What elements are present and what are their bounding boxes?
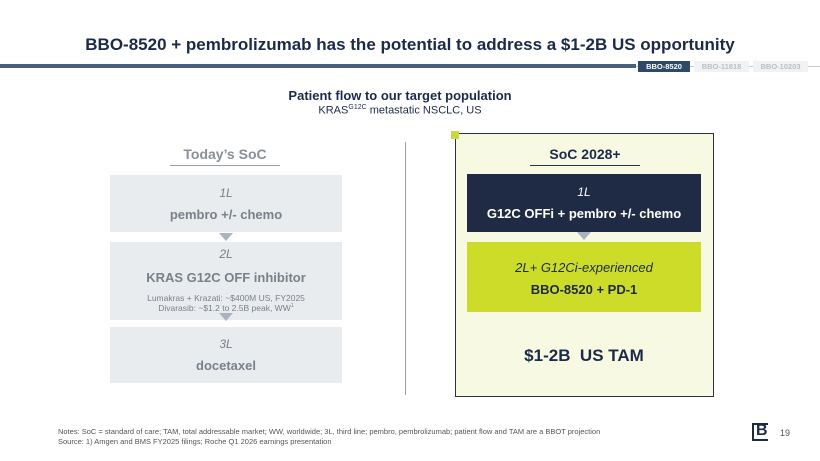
text: KRAS bbox=[318, 104, 349, 117]
line: 1L bbox=[219, 186, 233, 200]
label: KRAS G12C OFF inhibitor bbox=[146, 270, 306, 285]
detail: Divarasib: ~$1.2 to 2.5B peak, WW1 bbox=[110, 303, 342, 313]
label: G12C OFFi + pembro +/- chemo bbox=[486, 206, 682, 221]
logo: B bbox=[756, 422, 768, 439]
label: pembro +/- chemo bbox=[169, 207, 283, 222]
line: 2L bbox=[219, 247, 233, 261]
logo-bracket bbox=[752, 423, 768, 441]
flow-box: 2L KRAS G12C OFF inhibitor Lumakras + Kr… bbox=[110, 242, 342, 320]
arrow bbox=[219, 233, 233, 241]
superscript: 1 bbox=[290, 303, 294, 310]
superscript: G12C bbox=[348, 104, 367, 111]
tab[interactable]: BBO-8520 bbox=[638, 61, 690, 72]
page-number: 19 bbox=[780, 428, 791, 438]
tab[interactable]: BBO-11818 bbox=[694, 61, 749, 72]
flow-box: 1L G12C OFFi + pembro +/- chemo bbox=[467, 174, 701, 232]
notes: Notes: SoC = standard of care; TAM, tota… bbox=[58, 427, 601, 436]
flow-box: 2L+ G12Ci-experienced BBO-8520 + PD-1 bbox=[467, 242, 701, 312]
label: BBO-8520 + PD-1 bbox=[530, 282, 638, 297]
title-rule bbox=[0, 64, 636, 68]
tab[interactable]: BBO-10203 bbox=[753, 61, 808, 72]
flow-box: 3L docetaxel bbox=[110, 327, 342, 383]
subtitle: Patient flow to our target population bbox=[288, 88, 512, 103]
column-heading: Today’s SoC bbox=[170, 146, 280, 166]
source: Source: 1) Amgen and BMS FY2025 filings;… bbox=[58, 437, 332, 446]
arrow bbox=[577, 232, 591, 240]
population: KRASG12C metastatic NSCLC, US bbox=[0, 104, 800, 117]
line: 1L bbox=[577, 185, 591, 199]
label: docetaxel bbox=[196, 358, 256, 373]
text: Divarasib: ~$1.2 to 2.5B peak, WW bbox=[158, 303, 291, 313]
accent-square bbox=[451, 131, 459, 139]
line: 3L bbox=[219, 337, 233, 351]
divider bbox=[405, 142, 406, 395]
detail: Lumakras + Krazati: ~$400M US, FY2025 bbox=[147, 293, 305, 303]
slide-title: BBO-8520 + pembrolizumab has the potenti… bbox=[85, 35, 735, 54]
column-heading: SoC 2028+ bbox=[530, 146, 640, 166]
arrow bbox=[219, 313, 233, 321]
tam-summary: $1-2B US TAM bbox=[524, 346, 644, 365]
text: metastatic NSCLC, US bbox=[366, 104, 482, 117]
line: 2L+ G12Ci-experienced bbox=[515, 260, 653, 275]
flow-box: 1L pembro +/- chemo bbox=[110, 175, 342, 232]
